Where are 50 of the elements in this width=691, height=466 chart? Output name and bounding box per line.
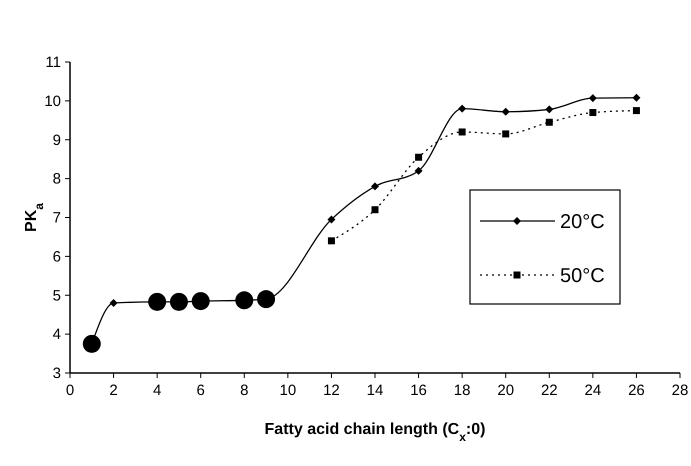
y-tick-label: 5 bbox=[52, 287, 61, 304]
y-tick-label: 9 bbox=[52, 132, 61, 149]
y-tick-label: 3 bbox=[52, 365, 61, 382]
x-tick-label: 18 bbox=[454, 382, 470, 399]
point bbox=[458, 128, 466, 136]
x-tick-label: 12 bbox=[323, 382, 340, 399]
x-tick-label: 24 bbox=[584, 382, 602, 399]
y-tick-label: 6 bbox=[52, 248, 61, 266]
x-tick-label: 2 bbox=[109, 382, 118, 399]
y-tick-label: 11 bbox=[45, 54, 61, 71]
x-tick-label: 20 bbox=[497, 382, 514, 399]
point bbox=[502, 130, 510, 138]
point bbox=[327, 215, 336, 224]
point bbox=[414, 166, 423, 175]
point bbox=[371, 182, 379, 190]
x-tick-label: 10 bbox=[280, 382, 296, 399]
x-tick-label: 26 bbox=[628, 382, 645, 399]
point bbox=[415, 154, 422, 161]
point bbox=[546, 118, 553, 126]
point bbox=[110, 299, 118, 308]
point bbox=[148, 292, 166, 311]
point bbox=[632, 107, 640, 114]
x-tick-label: 14 bbox=[366, 382, 384, 399]
x-tick-label: 0 bbox=[66, 382, 74, 399]
point bbox=[235, 291, 254, 310]
legend-label: 20°C bbox=[560, 211, 605, 233]
x-tick-label: 28 bbox=[672, 382, 688, 399]
x-tick-label: 4 bbox=[152, 382, 162, 399]
point bbox=[328, 237, 335, 244]
x-tick-label: 22 bbox=[540, 382, 558, 399]
x-tick-label: 8 bbox=[240, 382, 248, 399]
x-axis-title: Fatty acid chain length (C$_{x}$:0) bbox=[264, 421, 486, 444]
point bbox=[589, 109, 596, 116]
y-tick-label: 4 bbox=[52, 326, 61, 344]
point bbox=[545, 105, 554, 114]
point bbox=[257, 290, 276, 308]
legend-label: 50°C bbox=[560, 265, 605, 287]
y-tick-label: 7 bbox=[52, 210, 61, 226]
point bbox=[170, 292, 188, 311]
x-tick-label: 6 bbox=[196, 382, 205, 399]
point bbox=[632, 94, 640, 102]
y-tick-label: 10 bbox=[44, 92, 61, 110]
x-tick-label: 16 bbox=[410, 382, 427, 399]
point bbox=[192, 292, 210, 310]
point bbox=[82, 334, 101, 353]
point bbox=[502, 108, 510, 116]
y-tick-label: 8 bbox=[52, 170, 61, 188]
point bbox=[588, 94, 597, 102]
point bbox=[458, 104, 466, 113]
point bbox=[372, 206, 378, 214]
